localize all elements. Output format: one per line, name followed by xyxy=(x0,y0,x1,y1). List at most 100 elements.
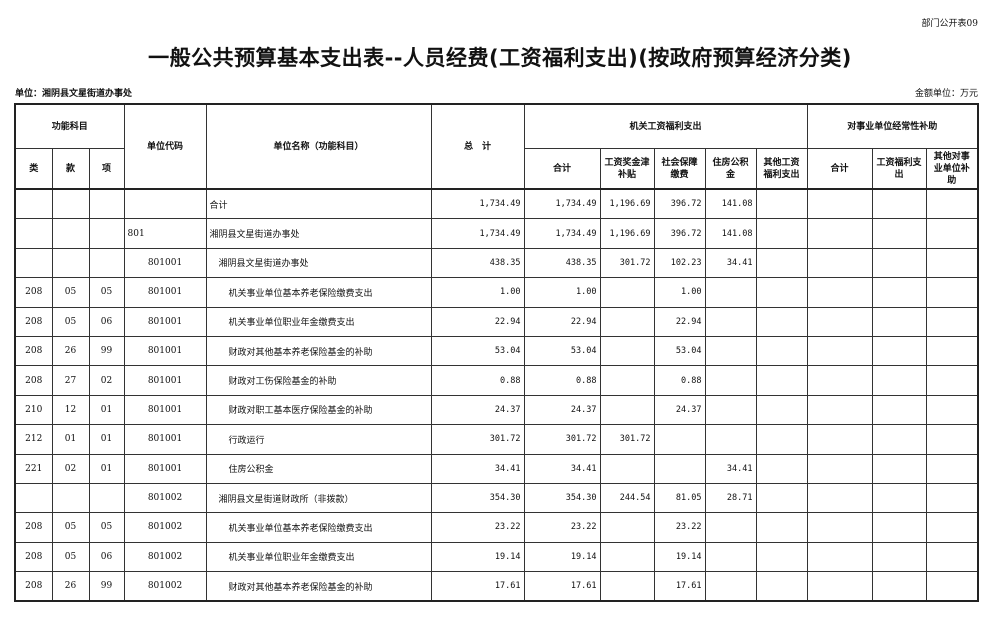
cell-other xyxy=(755,306,808,337)
cell-total: 22.94 xyxy=(430,306,525,337)
header-kuan: 款 xyxy=(51,148,90,190)
cell-xiang xyxy=(88,482,125,514)
cell-total: 23.22 xyxy=(430,512,525,543)
cell-inst-other xyxy=(925,482,979,514)
header-func-subject: 功能科目 xyxy=(14,103,125,149)
cell-inst-other xyxy=(925,247,979,279)
header-org-welfare: 机关工资福利支出 xyxy=(523,103,808,149)
cell-other xyxy=(755,482,808,514)
cell-org-total: 22.94 xyxy=(523,306,601,337)
cell-other xyxy=(755,541,808,573)
cell-inst-total xyxy=(806,306,873,337)
cell-wage xyxy=(599,512,655,543)
cell-wage: 301.72 xyxy=(599,424,655,455)
page-title: 一般公共预算基本支出表--人员经费(工资福利支出)(按政府预算经济分类) xyxy=(148,46,852,70)
table-row: 801001 湘阴县文星街道办事处 438.35 438.35 301.72 102.23… xyxy=(14,247,979,279)
header-xiang: 项 xyxy=(88,148,125,190)
cell-inst-total xyxy=(806,247,873,279)
cell-code: 801001 xyxy=(123,335,207,367)
cell-inst-other xyxy=(925,335,979,367)
cell-lei: 221 xyxy=(14,453,53,484)
cell-lei: 208 xyxy=(14,571,53,602)
cell-social: 22.94 xyxy=(653,306,706,337)
cell-inst-total xyxy=(806,277,873,308)
cell-name: 财政对工伤保险基金的补助 xyxy=(205,365,432,396)
cell-total: 301.72 xyxy=(430,424,525,455)
cell-social: 19.14 xyxy=(653,541,706,573)
cell-inst-wage xyxy=(871,188,927,220)
cell-code: 801002 xyxy=(123,512,207,543)
cell-other xyxy=(755,365,808,396)
cell-total: 1,734.49 xyxy=(430,188,525,220)
cell-lei xyxy=(14,188,53,220)
cell-org-total: 1,734.49 xyxy=(523,188,601,220)
cell-code: 801001 xyxy=(123,424,207,455)
cell-lei: 208 xyxy=(14,277,53,308)
cell-lei xyxy=(14,482,53,514)
cell-kuan xyxy=(51,218,90,249)
cell-social: 102.23 xyxy=(653,247,706,279)
cell-total: 1.00 xyxy=(430,277,525,308)
header-inst-other: 其他对事业单位补助 xyxy=(925,148,979,190)
cell-xiang: 01 xyxy=(88,453,125,484)
header-inst-subsidy: 对事业单位经常性补助 xyxy=(806,103,979,149)
cell-social: 53.04 xyxy=(653,335,706,367)
cell-inst-total xyxy=(806,188,873,220)
cell-org-total: 24.37 xyxy=(523,394,601,426)
cell-inst-other xyxy=(925,571,979,602)
header-social: 社会保障缴费 xyxy=(653,148,706,190)
cell-xiang: 01 xyxy=(88,394,125,426)
cell-kuan: 01 xyxy=(51,424,90,455)
cell-name: 住房公积金 xyxy=(205,453,432,484)
cell-name: 机关事业单位职业年金缴费支出 xyxy=(205,541,432,573)
cell-housing xyxy=(704,571,757,602)
cell-total: 438.35 xyxy=(430,247,525,279)
cell-kuan: 05 xyxy=(51,306,90,337)
table-row: 208 27 02 801001 财政对工伤保险基金的补助 0.88 0.88 0.88 xyxy=(14,365,979,396)
unit-label: 单位：湘阴县文星街道办事处 xyxy=(15,89,133,99)
cell-lei: 208 xyxy=(14,365,53,396)
header-total: 总 计 xyxy=(430,103,525,190)
cell-code: 801001 xyxy=(123,247,207,279)
cell-inst-wage xyxy=(871,453,927,484)
table-row: 801002 湘阴县文星街道财政所（非拨款） 354.30 354.30 244.54 8… xyxy=(14,482,979,514)
cell-org-total: 1,734.49 xyxy=(523,218,601,249)
cell-inst-total xyxy=(806,424,873,455)
cell-total: 34.41 xyxy=(430,453,525,484)
table-row: 801 湘阴县文星街道办事处 1,734.49 1,734.49 1,196.69 396… xyxy=(14,218,979,249)
cell-kuan: 05 xyxy=(51,541,90,573)
cell-xiang: 99 xyxy=(88,335,125,367)
cell-housing xyxy=(704,424,757,455)
cell-housing xyxy=(704,394,757,426)
cell-social xyxy=(653,424,706,455)
table-row: 208 26 99 801001 财政对其他基本养老保险基金的补助 53.04 53.04 5… xyxy=(14,335,979,367)
cell-kuan: 05 xyxy=(51,277,90,308)
money-unit-label: 金额单位：万元 xyxy=(914,89,978,99)
cell-housing: 34.41 xyxy=(704,453,757,484)
cell-social: 23.22 xyxy=(653,512,706,543)
cell-org-total: 23.22 xyxy=(523,512,601,543)
header-lei: 类 xyxy=(14,148,53,190)
cell-housing: 34.41 xyxy=(704,247,757,279)
cell-name: 湘阴县文星街道财政所（非拨款） xyxy=(205,482,432,514)
cell-wage: 1,196.69 xyxy=(599,218,655,249)
table-row: 221 02 01 801001 住房公积金 34.41 34.41 34.41 xyxy=(14,453,979,484)
header-wage: 工资奖金津补贴 xyxy=(599,148,655,190)
cell-kuan: 27 xyxy=(51,365,90,396)
cell-inst-wage xyxy=(871,365,927,396)
cell-lei: 212 xyxy=(14,424,53,455)
cell-xiang: 99 xyxy=(88,571,125,602)
cell-other xyxy=(755,424,808,455)
cell-inst-wage xyxy=(871,482,927,514)
cell-code: 801 xyxy=(123,218,207,249)
cell-social: 0.88 xyxy=(653,365,706,396)
cell-total: 24.37 xyxy=(430,394,525,426)
cell-housing xyxy=(704,277,757,308)
cell-total: 0.88 xyxy=(430,365,525,396)
cell-wage xyxy=(599,571,655,602)
cell-code xyxy=(123,188,207,220)
cell-code: 801001 xyxy=(123,453,207,484)
cell-lei: 208 xyxy=(14,541,53,573)
cell-inst-wage xyxy=(871,541,927,573)
table-row: 208 05 05 801002 机关事业单位基本养老保险缴费支出 23.22 23.22 2… xyxy=(14,512,979,543)
